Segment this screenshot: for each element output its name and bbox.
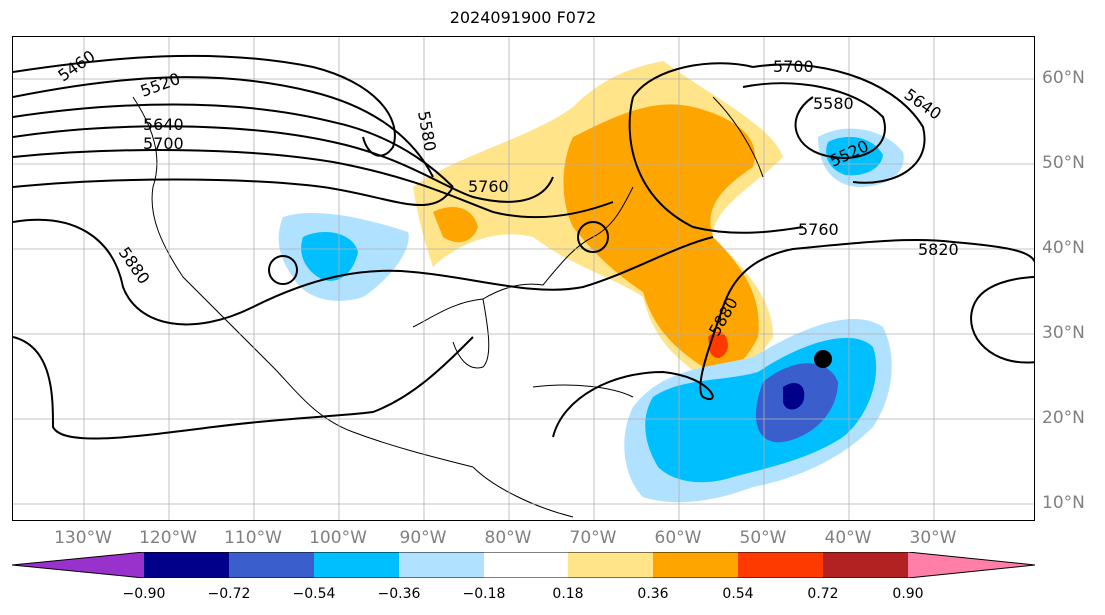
colorbar-swatch [314,552,399,578]
contour-label: 5580 [414,109,440,152]
contour-label: 5760 [798,220,839,239]
atlantic-negative-peak [783,382,805,410]
colorbar-tick-label: 0.36 [637,586,669,602]
colorbar-swatch [144,552,229,578]
colorbar-swatch [484,552,568,578]
contour-label: 5880 [115,243,154,287]
contour-label: 5700 [143,134,184,153]
contour-label: 5520 [138,69,183,101]
colorbar-swatch [653,552,738,578]
lon-label: 130°W [54,528,112,548]
colorbar-tick-label: −0.72 [207,586,251,602]
lat-label: 60°N [1042,68,1085,88]
contour-label: 5760 [468,177,509,196]
anomaly-fields [278,61,904,503]
colorbar-tick-label: 0.18 [552,586,584,602]
coastlines [132,96,764,518]
contour-label: 5460 [54,46,98,85]
colorbar-swatch [823,552,908,578]
lon-label: 80°W [484,528,532,548]
colorbar-tick-label: −0.18 [462,586,506,602]
map-title: 2024091900 F072 [449,8,597,27]
lon-label: 100°W [309,528,367,548]
contour-label: 5820 [918,240,959,259]
lat-label: 50°N [1042,153,1085,173]
orange-anomaly-band [563,104,759,373]
colorbar-tick-label: 0.90 [892,586,924,602]
lat-label: 40°N [1042,238,1085,258]
great-lakes-orange-spot [433,207,478,243]
colorbar-tick-label: 0.54 [722,586,754,602]
lon-label: 120°W [139,528,197,548]
colorbar-tick-label: −0.90 [122,586,166,602]
lat-label: 30°N [1042,323,1085,343]
colorbar [12,552,1035,578]
lon-label: 30°W [909,528,957,548]
lon-label: 90°W [399,528,447,548]
colorbar-swatch [229,552,314,578]
colorbar-swatch [568,552,653,578]
colorbar-min-extend [12,552,144,578]
lon-label: 110°W [224,528,282,548]
lat-label: 20°N [1042,408,1085,428]
lon-label: 50°W [739,528,787,548]
map-panel: 5460 5520 5580 5640 5700 5760 5700 5580 … [12,36,1035,521]
central-us-negative-inner [301,232,358,281]
contour-label-group: 5460 5520 5580 5640 5700 5760 5700 5580 … [54,46,958,339]
lon-label: 70°W [569,528,617,548]
map-svg: 5460 5520 5580 5640 5700 5760 5700 5580 … [13,37,1034,520]
contour-label: 5640 [143,115,184,134]
north-atlantic-negative-inner [826,136,883,176]
colorbar-swatch [738,552,823,578]
contour-label: 5640 [901,85,945,124]
colorbar-tick-label: −0.36 [377,586,421,602]
storm-center-marker [814,350,832,368]
colorbar-tick-label: −0.54 [292,586,336,602]
lon-label: 40°W [824,528,872,548]
height-contours [13,54,1034,440]
colorbar-max-extend [908,552,1035,578]
colorbar-tick-label: 0.72 [807,586,839,602]
colorbar-swatch [399,552,484,578]
gridlines [13,37,1034,520]
contour-label: 5580 [813,94,854,113]
contour-label: 5700 [773,57,814,76]
lat-label: 10°N [1042,493,1085,513]
lon-label: 60°W [654,528,702,548]
